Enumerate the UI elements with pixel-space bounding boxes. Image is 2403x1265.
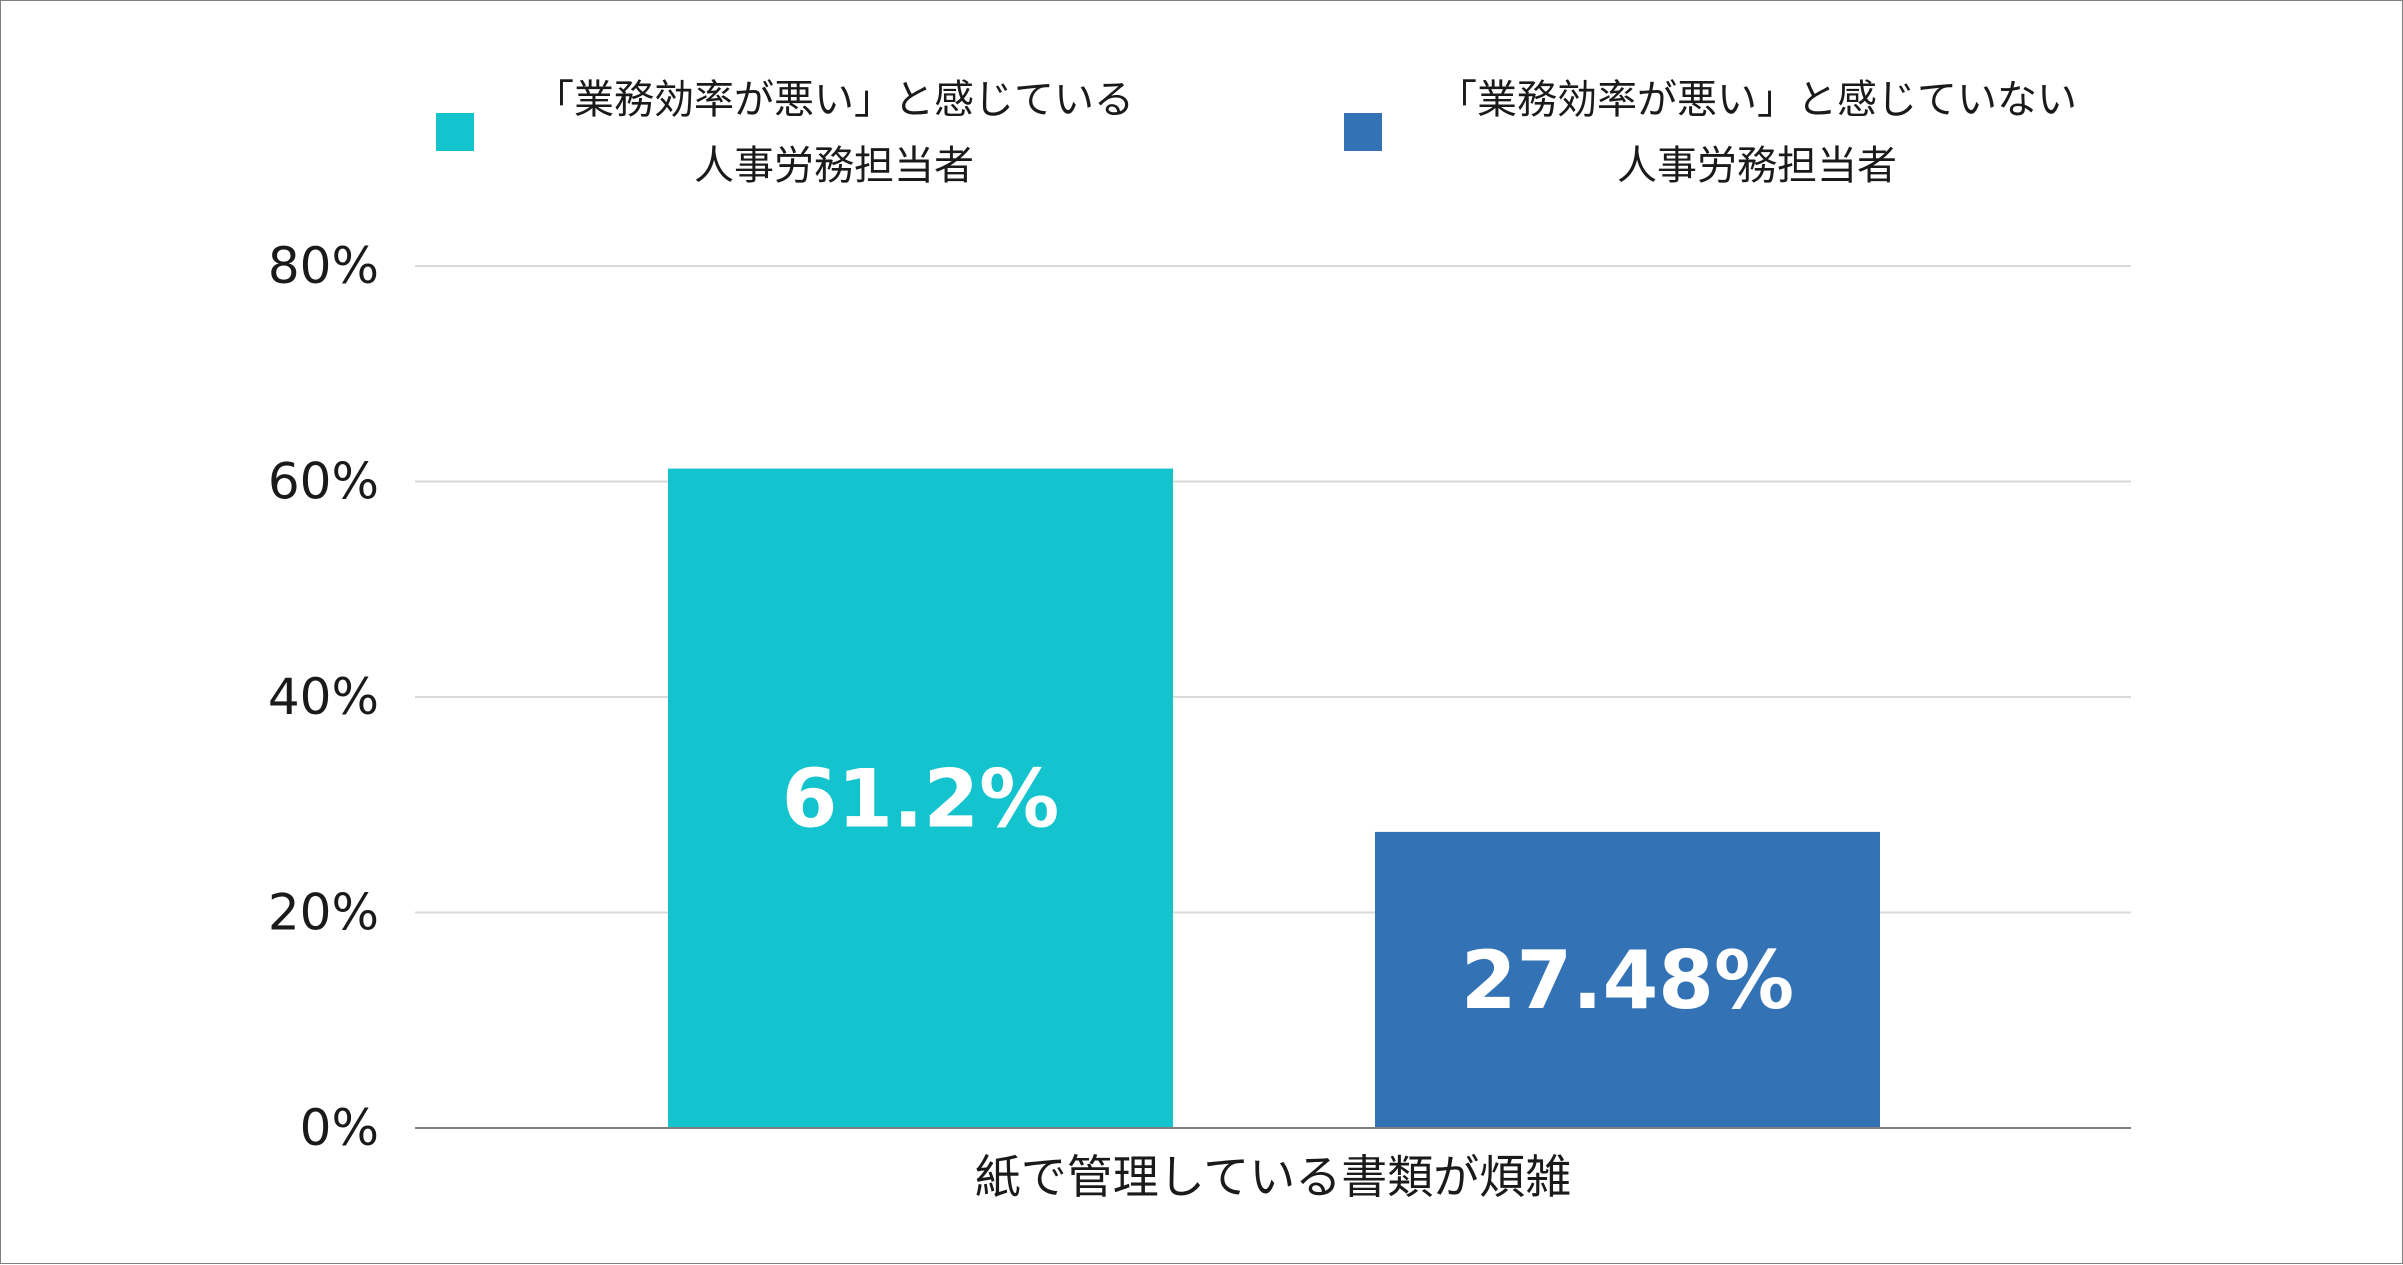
legend-label-line: 人事労務担当者: [694, 143, 974, 189]
data-label: 61.2%: [782, 752, 1060, 845]
data-label: 27.48%: [1461, 934, 1794, 1027]
legend-swatch: [436, 113, 474, 151]
legend: 「業務効率が悪い」と感じている人事労務担当者「業務効率が悪い」と感じていない人事…: [436, 77, 2077, 189]
y-axis-ticks: 0% 20% 40% 60% 80%: [268, 237, 379, 1157]
legend-label-line: 人事労務担当者: [1617, 143, 1897, 189]
y-tick-label: 60%: [268, 453, 379, 511]
y-tick-label: 80%: [268, 237, 379, 295]
x-category-label: 紙で管理している書類が煩雑: [975, 1150, 1572, 1204]
y-tick-label: 20%: [268, 884, 379, 942]
y-tick-label: 0%: [300, 1099, 379, 1157]
bars: 61.2% 27.48%: [668, 468, 1880, 1128]
bar: [1375, 831, 1880, 1128]
x-axis: 紙で管理している書類が煩雑: [415, 1127, 2131, 1204]
legend-label-line: 「業務効率が悪い」と感じている: [534, 77, 1134, 123]
legend-label-line: 「業務効率が悪い」と感じていない: [1437, 77, 2077, 123]
bar: [668, 468, 1173, 1128]
y-tick-label: 40%: [268, 668, 379, 726]
legend-swatch: [1344, 113, 1382, 151]
